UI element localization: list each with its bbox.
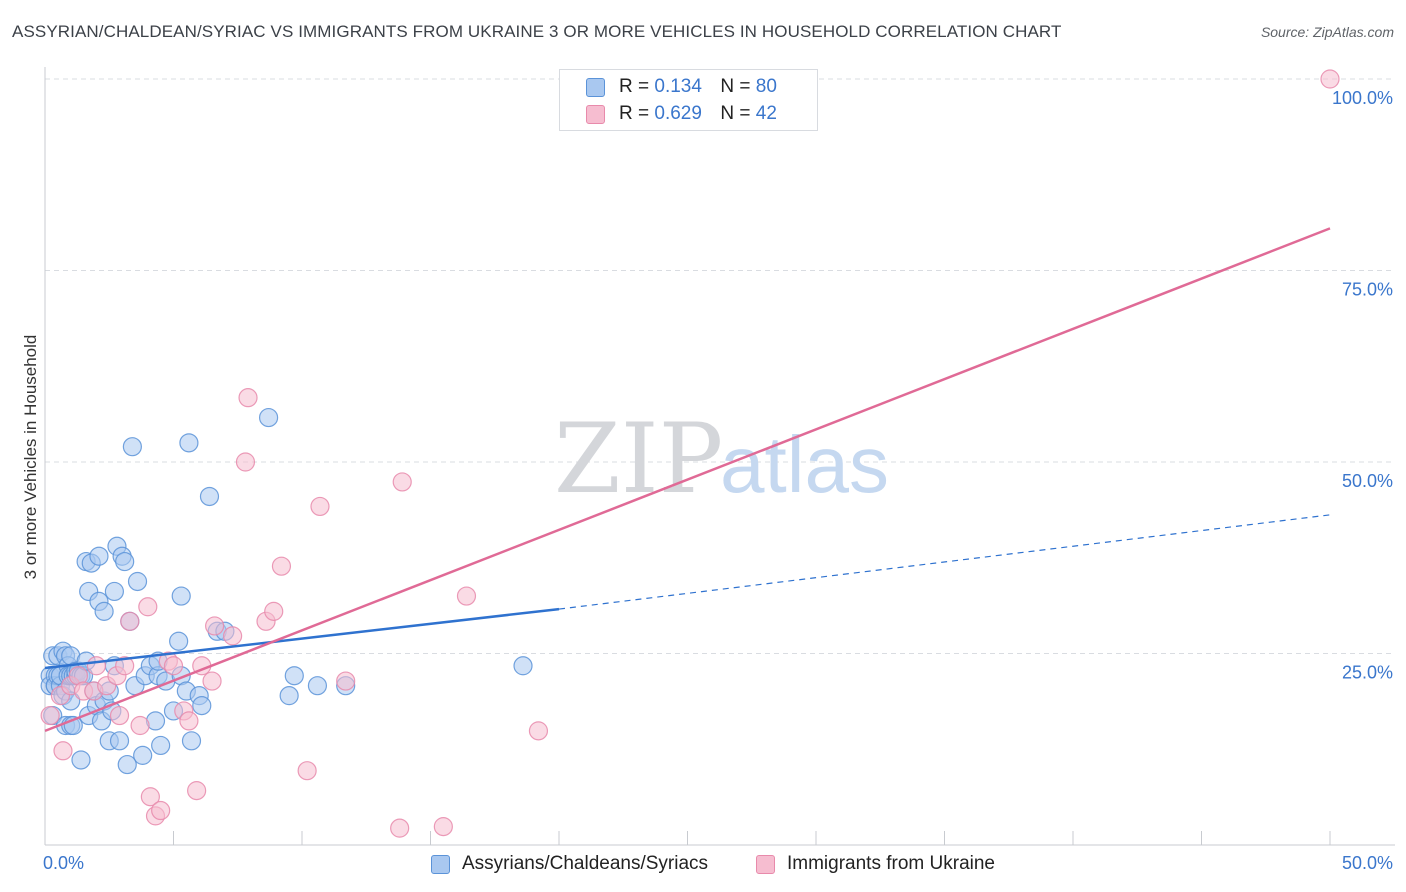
legend-n-label: N = [720,76,751,97]
point-ukraine [1320,69,1340,89]
point-ukraine [336,671,356,691]
point-assyrians [171,586,191,606]
legend-n-value: 42 [755,103,777,124]
point-ukraine [235,452,256,472]
point-ukraine [392,472,412,492]
bottom-legend-swatch-pink [756,854,775,874]
watermark-zip: ZIP [554,403,723,515]
legend-row-ukraine: R = 0.629 N = 42 [586,102,777,126]
point-ukraine [456,586,477,606]
trend-line-assyrians [44,607,560,670]
point-ukraine [390,818,410,838]
point-ukraine [202,671,222,691]
point-ukraine [138,597,158,617]
point-ukraine [223,626,243,646]
point-assyrians [122,437,142,457]
y-tick-label: 25.0% [1342,663,1393,683]
point-assyrians [127,571,148,592]
point-assyrians [89,546,109,566]
point-assyrians [192,695,212,716]
point-assyrians [307,676,328,696]
point-ukraine [238,388,258,408]
point-ukraine [109,705,130,726]
tick-label-layer: 25.0% 50.0% 75.0% 100.0% 0.0% 50.0% [43,88,1393,873]
trend-layer [44,227,1331,733]
y-axis-label: 3 or more Vehicles in Household [21,334,40,580]
point-ukraine [130,715,150,736]
trend-line-assyrians-extension [558,514,1331,610]
point-ukraine [179,711,199,731]
point-assyrians [169,631,189,651]
bottom-legend-ukraine[interactable]: Immigrants from Ukraine [756,852,995,876]
source-credit: Source: ZipAtlas.com [1260,24,1394,40]
point-ukraine [205,616,225,636]
legend-r-value: 0.629 [654,103,702,124]
legend-r-label: R = [619,76,650,97]
y-tick-label: 100.0% [1332,88,1393,108]
point-assyrians [199,486,220,507]
point-assyrians [151,735,171,756]
legend-r-value: 0.134 [654,76,702,97]
point-ukraine [433,817,453,837]
point-ukraine [40,705,60,726]
point-ukraine [264,601,284,621]
point-ukraine [528,721,549,741]
y-tick-label: 75.0% [1342,280,1393,300]
point-ukraine [271,556,292,576]
point-ukraine [151,800,171,821]
point-ukraine [163,656,184,676]
watermark: ZIP atlas [554,403,889,515]
point-assyrians [71,750,91,770]
point-ukraine [115,656,135,676]
grid-layer [45,78,1395,654]
point-assyrians [117,754,137,775]
chart-title: ASSYRIAN/CHALDEAN/SYRIAC VS IMMIGRANTS F… [12,22,1062,41]
point-ukraine [310,496,330,517]
legend-n-label: N = [720,103,751,124]
legend-n-value: 80 [755,76,777,97]
point-assyrians [179,433,199,453]
point-assyrians [279,686,299,706]
point-assyrians [513,656,533,676]
x-tick-label-min: 0.0% [43,853,84,873]
bottom-legend-assyrians[interactable]: Assyrians/Chaldeans/Syriacs [431,852,708,876]
stats-legend: R = 0.134 N = 80 R = 0.629 N = 42 [559,69,818,131]
point-assyrians [104,581,124,602]
legend-swatch-blue [586,77,605,97]
point-assyrians [284,666,304,686]
bottom-legend-swatch-blue [431,854,450,874]
point-assyrians [133,745,153,765]
point-ukraine [120,611,140,631]
point-ukraine [187,781,207,801]
point-assyrians [109,731,130,751]
bottom-legend-label: Assyrians/Chaldeans/Syriacs [462,853,709,874]
y-tick-label: 50.0% [1342,471,1393,491]
point-assyrians [94,601,114,621]
point-assyrians [258,407,279,428]
bottom-legend-label: Immigrants from Ukraine [787,853,995,874]
legend-swatch-pink [586,104,605,124]
point-assyrians [181,731,202,751]
point-ukraine [53,741,73,761]
point-ukraine [297,761,317,781]
legend-row-assyrians: R = 0.134 N = 80 [586,75,777,99]
point-ukraine [140,787,160,807]
x-tick-label-max: 50.0% [1342,853,1393,873]
legend-r-label: R = [619,103,650,124]
point-ukraine [86,656,107,676]
trend-line-ukraine [44,227,1331,733]
point-assyrians [115,551,135,572]
